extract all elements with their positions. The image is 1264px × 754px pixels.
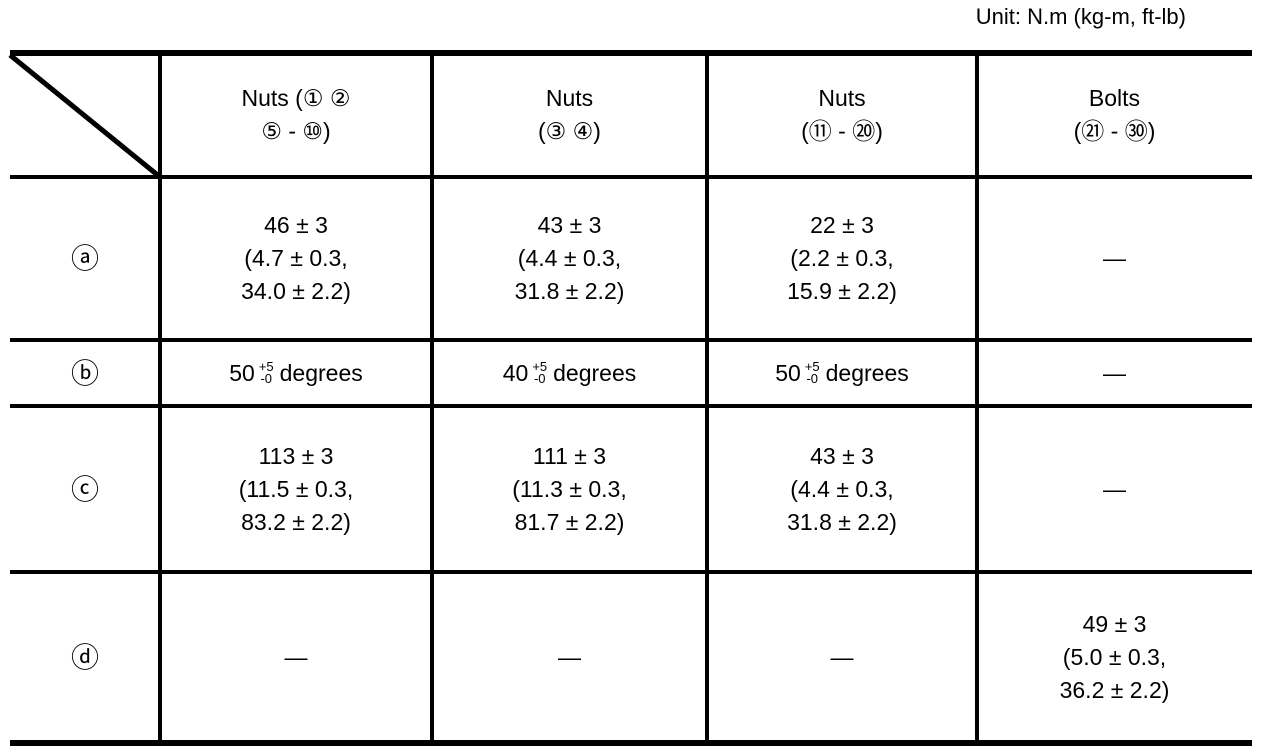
angle-base: 40 xyxy=(502,359,529,386)
data-cell: 49 ± 3 (5.0 ± 0.3, 36.2 ± 2.2) xyxy=(977,572,1252,743)
angle-spec: 50 +5 -0 degrees xyxy=(229,357,363,390)
text-line: 31.8 ± 2.2) xyxy=(514,278,625,304)
tolerance: +5 -0 xyxy=(258,359,274,386)
row-label: ⓐ xyxy=(70,243,99,274)
text-line: Nuts xyxy=(545,85,594,111)
tolerance: +5 -0 xyxy=(804,359,820,386)
text-line: — xyxy=(284,644,308,670)
text-line: — xyxy=(1103,475,1126,502)
text-line: (③ ④) xyxy=(538,118,601,144)
text-line: Bolts xyxy=(1088,85,1141,111)
tolerance-upper: +5 xyxy=(532,359,548,374)
angle-spec: 40 +5 -0 degrees xyxy=(503,357,637,390)
text-line: (㉑ - ㉚) xyxy=(1073,118,1156,144)
data-cell: — xyxy=(977,177,1252,340)
text-line: Nuts (① ② xyxy=(241,85,351,111)
data-cell: 46 ± 3 (4.7 ± 0.3, 34.0 ± 2.2) xyxy=(160,177,432,340)
data-cell: 113 ± 3 (11.5 ± 0.3, 83.2 ± 2.2) xyxy=(160,406,432,572)
tolerance-lower: -0 xyxy=(260,371,272,386)
data-cell: — xyxy=(707,572,977,743)
text-line: 34.0 ± 2.2) xyxy=(241,278,351,304)
text-line: 113 ± 3 xyxy=(258,442,334,469)
text-line: (11.5 ± 0.3, xyxy=(238,475,354,502)
tolerance-upper: +5 xyxy=(258,359,274,374)
data-cell: — xyxy=(977,340,1252,406)
tolerance-upper: +5 xyxy=(804,359,820,374)
row-label: ⓑ xyxy=(70,357,99,389)
text-line: 36.2 ± 2.2) xyxy=(1059,677,1170,703)
data-cell: 111 ± 3 (11.3 ± 0.3, 81.7 ± 2.2) xyxy=(432,406,707,572)
text-line: ⑤ - ⑩) xyxy=(261,118,331,144)
angle-spec: 50 +5 -0 degrees xyxy=(775,357,909,390)
text-line: 15.9 ± 2.2) xyxy=(787,278,897,304)
angle-base: 50 xyxy=(775,359,801,386)
text-line: 83.2 ± 2.2) xyxy=(241,508,351,535)
angle-unit: degrees xyxy=(279,359,363,386)
text-line: (2.2 ± 0.3, xyxy=(790,245,894,271)
text-line: 46 ± 3 xyxy=(264,212,328,238)
data-cell: 43 ± 3 (4.4 ± 0.3, 31.8 ± 2.2) xyxy=(707,406,977,572)
data-cell: — xyxy=(160,572,432,743)
text-line: Nuts xyxy=(818,85,866,111)
text-line: 49 ± 3 xyxy=(1082,611,1147,637)
row-label: ⓒ xyxy=(70,473,99,505)
data-cell: 50 +5 -0 degrees xyxy=(160,340,432,406)
tolerance-lower: -0 xyxy=(806,371,818,386)
tolerance-lower: -0 xyxy=(533,371,546,386)
tolerance: +5 -0 xyxy=(532,359,548,386)
unit-note: Unit: N.m (kg-m, ft-lb) xyxy=(975,4,1186,29)
header-cell: Nuts (① ② ⑤ - ⑩) xyxy=(160,53,432,177)
text-line: — xyxy=(1103,245,1126,271)
text-line: 43 ± 3 xyxy=(537,212,602,238)
data-cell: — xyxy=(432,572,707,743)
row-label-cell: ⓑ xyxy=(10,340,160,406)
angle-unit: degrees xyxy=(825,359,909,386)
text-line: 31.8 ± 2.2) xyxy=(787,508,897,535)
text-line: 43 ± 3 xyxy=(810,442,874,469)
text-line: (11.3 ± 0.3, xyxy=(512,475,627,502)
text-line: (5.0 ± 0.3, xyxy=(1062,644,1167,670)
data-cell: 40 +5 -0 degrees xyxy=(432,340,707,406)
data-cell: — xyxy=(977,406,1252,572)
text-line: — xyxy=(1103,359,1126,386)
data-cell: 22 ± 3 (2.2 ± 0.3, 15.9 ± 2.2) xyxy=(707,177,977,340)
angle-unit: degrees xyxy=(553,359,637,386)
text-line: 111 ± 3 xyxy=(532,442,607,469)
row-label-cell: ⓐ xyxy=(10,177,160,340)
header-cell: Nuts (⑪ - ⑳) xyxy=(707,53,977,177)
data-cell: 43 ± 3 (4.4 ± 0.3, 31.8 ± 2.2) xyxy=(432,177,707,340)
angle-base: 50 xyxy=(229,359,255,386)
text-line: (4.4 ± 0.3, xyxy=(517,245,622,271)
header-cell: Nuts (③ ④) xyxy=(432,53,707,177)
data-cell: 50 +5 -0 degrees xyxy=(707,340,977,406)
text-line: — xyxy=(558,644,581,670)
row-label: ⓓ xyxy=(70,642,99,673)
text-line: — xyxy=(830,644,854,670)
header-cell: Bolts (㉑ - ㉚) xyxy=(977,53,1252,177)
row-label-cell: ⓓ xyxy=(10,572,160,743)
text-line: (4.4 ± 0.3, xyxy=(790,475,894,502)
text-line: (⑪ - ⑳) xyxy=(801,118,883,144)
row-label-cell: ⓒ xyxy=(10,406,160,572)
text-line: (4.7 ± 0.3, xyxy=(244,245,348,271)
text-line: 81.7 ± 2.2) xyxy=(514,508,625,535)
text-line: 22 ± 3 xyxy=(810,212,874,238)
